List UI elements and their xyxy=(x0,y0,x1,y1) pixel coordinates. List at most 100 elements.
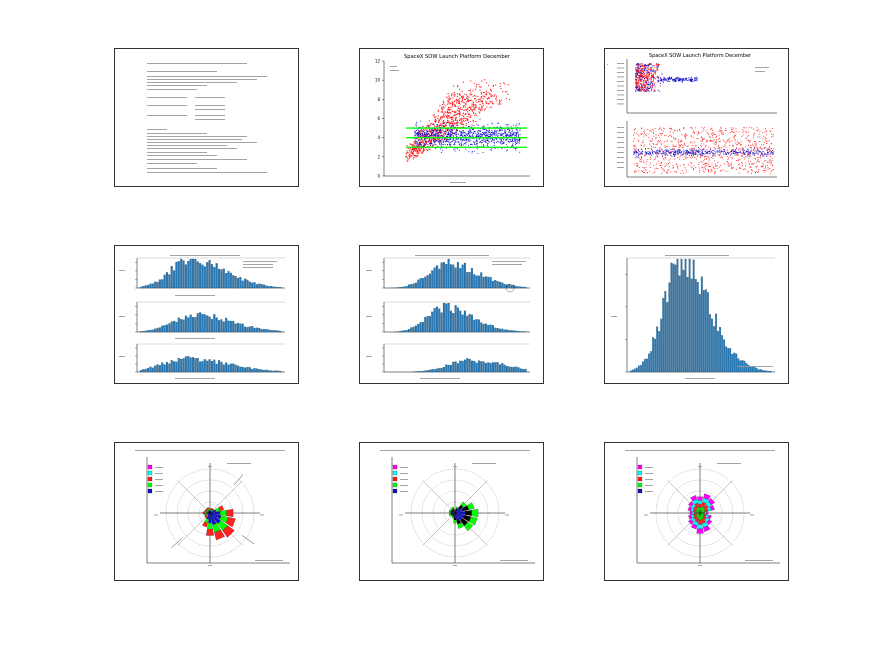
red-point xyxy=(434,117,435,118)
point xyxy=(736,128,737,129)
blue-point xyxy=(461,133,462,134)
red-point xyxy=(471,100,472,101)
blue-point xyxy=(511,146,512,147)
point xyxy=(658,140,659,141)
point xyxy=(734,150,735,151)
point xyxy=(656,164,657,165)
histogram-bar xyxy=(242,367,244,372)
point xyxy=(714,173,715,174)
histogram-bar xyxy=(190,315,192,332)
legend-swatch xyxy=(638,465,642,469)
point xyxy=(744,153,745,154)
blue-point xyxy=(510,135,511,136)
point xyxy=(634,151,635,152)
point xyxy=(769,160,770,161)
point xyxy=(673,80,674,81)
blue-point xyxy=(501,135,502,136)
point xyxy=(641,152,642,153)
point xyxy=(765,140,766,141)
red-point xyxy=(443,108,444,109)
point xyxy=(670,135,671,136)
point xyxy=(635,70,636,71)
red-point xyxy=(414,146,415,147)
point xyxy=(739,164,740,165)
point xyxy=(685,79,686,80)
blue-point xyxy=(512,141,513,142)
red-point xyxy=(420,151,421,152)
point xyxy=(673,137,674,138)
point xyxy=(646,65,647,66)
text-line xyxy=(147,63,247,64)
rose-petal-segment xyxy=(698,500,702,504)
red-point xyxy=(441,109,442,110)
point xyxy=(679,159,680,160)
point xyxy=(745,152,746,153)
red-point xyxy=(469,110,470,111)
histogram-bar xyxy=(691,279,693,372)
blue-point xyxy=(517,132,518,133)
histogram-bar xyxy=(522,331,524,332)
histogram-bar xyxy=(490,325,492,332)
y-axis-label xyxy=(366,316,372,317)
red-point xyxy=(437,118,438,119)
blue-point xyxy=(441,146,442,147)
point xyxy=(743,154,744,155)
red-point xyxy=(491,94,492,95)
red-point xyxy=(474,83,475,84)
point xyxy=(717,152,718,153)
legend-label xyxy=(155,491,163,492)
blue-point xyxy=(444,132,445,133)
point xyxy=(653,147,654,148)
point xyxy=(645,82,646,83)
point xyxy=(731,165,732,166)
blue-point xyxy=(505,131,506,132)
point xyxy=(703,149,704,150)
red-point xyxy=(447,112,448,113)
red-point xyxy=(462,100,463,101)
point xyxy=(649,78,650,79)
point xyxy=(691,155,692,156)
point xyxy=(664,150,665,151)
point xyxy=(728,139,729,140)
legend-label xyxy=(645,479,653,480)
red-point xyxy=(440,117,441,118)
red-point xyxy=(476,102,477,103)
y-tick-label: 0 xyxy=(377,174,380,179)
point xyxy=(694,133,695,134)
red-point xyxy=(457,125,458,126)
red-point xyxy=(444,104,445,105)
point xyxy=(642,154,643,155)
point xyxy=(636,165,637,166)
histogram-bar xyxy=(677,259,679,372)
blue-point xyxy=(499,131,500,132)
histogram-bar xyxy=(457,363,459,372)
point xyxy=(672,149,673,150)
point xyxy=(750,147,751,148)
histogram-bar xyxy=(185,316,187,332)
y-tick-label: 6 xyxy=(377,116,380,121)
red-point xyxy=(426,149,427,150)
blue-point xyxy=(462,140,463,141)
blue-point xyxy=(487,133,488,134)
blue-point xyxy=(485,135,486,136)
point xyxy=(654,89,655,90)
slide-scatter-pair-chart: SpaceX SOW Launch Platform December xyxy=(604,48,789,187)
point xyxy=(680,152,681,153)
red-point xyxy=(440,124,441,125)
blue-point xyxy=(435,119,436,120)
legend-swatch xyxy=(393,465,397,469)
blue-point xyxy=(455,148,456,149)
blue-point xyxy=(502,130,503,131)
point xyxy=(662,169,663,170)
histogram-bar xyxy=(494,362,496,372)
annotation xyxy=(737,366,773,367)
point xyxy=(639,167,640,168)
blue-point xyxy=(502,135,503,136)
text-line xyxy=(147,105,187,106)
blue-point xyxy=(449,144,450,145)
y-tick-label xyxy=(617,68,624,69)
point xyxy=(635,146,636,147)
blue-point xyxy=(453,139,454,140)
histogram-bar xyxy=(261,329,263,332)
histogram-bar xyxy=(161,326,163,332)
